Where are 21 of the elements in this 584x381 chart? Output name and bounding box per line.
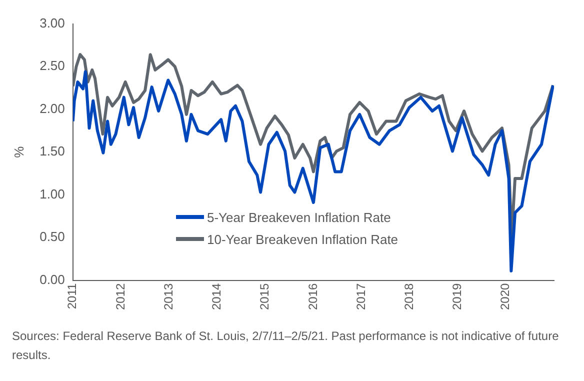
x-tick-label: 2020 [498,282,512,310]
y-tick-label: 0.00 [40,272,65,287]
y-tick-label: 0.50 [40,229,65,244]
y-tick-label: 1.00 [40,186,65,202]
x-tick-label: 2016 [306,282,320,310]
source-note: Sources: Federal Reserve Bank of St. Louis, 2/7/11–2/5/21. Past performance is not indicative of future results. [11,328,560,364]
y-tick-label: 3.00 [40,15,65,30]
x-tick-label: 2011 [65,282,80,310]
x-tick-label: 2018 [402,282,416,310]
legend-label: 5-Year Breakeven Inflation Rate [207,210,391,224]
x-tick-label: 2017 [354,282,368,310]
legend-label: 10-Year Breakeven Inflation Rate [207,232,398,246]
y-tick-label: 1.50 [40,144,65,159]
x-tick-label: 2013 [161,282,176,310]
y-tick-label: 2.00 [40,100,65,116]
x-tick-label: 2019 [450,282,464,310]
x-tick-label: 2012 [113,282,128,310]
y-tick-label: 2.50 [40,58,65,74]
y-axis-title: % [11,146,26,158]
x-tick-label: 2015 [258,282,272,310]
x-tick-label: 2014 [210,282,224,310]
